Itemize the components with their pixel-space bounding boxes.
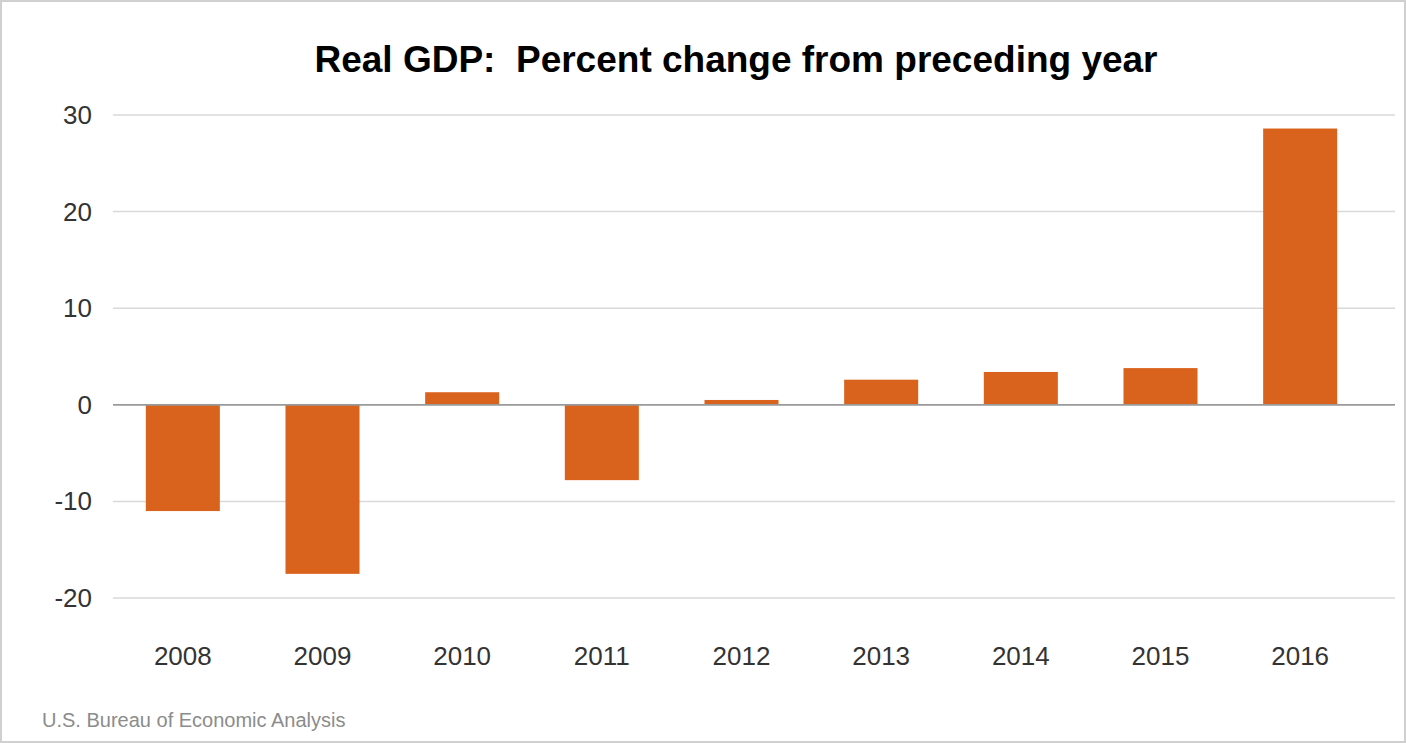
bar (146, 405, 220, 511)
frame (1, 1, 1405, 742)
zero-axis (113, 404, 1395, 406)
chart-container: Real GDP: Percent change from preceding … (0, 0, 1406, 743)
grid-line (113, 114, 1395, 116)
y-tick-label: -10 (54, 486, 92, 516)
x-tick-label: 2011 (574, 641, 630, 671)
x-tick-label: 2010 (433, 641, 491, 671)
y-tick-label: 30 (63, 100, 92, 130)
bar (844, 380, 918, 405)
y-tick-label: 20 (63, 197, 92, 227)
source: U.S. Bureau of Economic Analysis (42, 709, 345, 731)
x-tick-label: 2008 (154, 641, 212, 671)
bar (285, 405, 359, 574)
x-tick-label: 2014 (992, 641, 1050, 671)
bar (425, 392, 499, 405)
grid-line (113, 597, 1395, 599)
chart-svg: Real GDP: Percent change from preceding … (0, 0, 1406, 743)
y-tick-label: 10 (63, 293, 92, 323)
bar (565, 405, 639, 480)
grid-line (113, 211, 1395, 213)
title: Real GDP: Percent change from preceding … (314, 39, 1157, 80)
bar (1263, 129, 1337, 405)
bar (984, 372, 1058, 405)
bar (1123, 368, 1197, 405)
x-tick-label: 2016 (1271, 641, 1329, 671)
x-tick-label: 2009 (294, 641, 352, 671)
x-tick-label: 2012 (713, 641, 771, 671)
x-tick-label: 2015 (1132, 641, 1190, 671)
y-tick-label: -20 (54, 583, 92, 613)
grid-line (113, 307, 1395, 309)
bars (146, 129, 1337, 574)
y-tick-label: 0 (78, 390, 92, 420)
x-tick-label: 2013 (852, 641, 910, 671)
